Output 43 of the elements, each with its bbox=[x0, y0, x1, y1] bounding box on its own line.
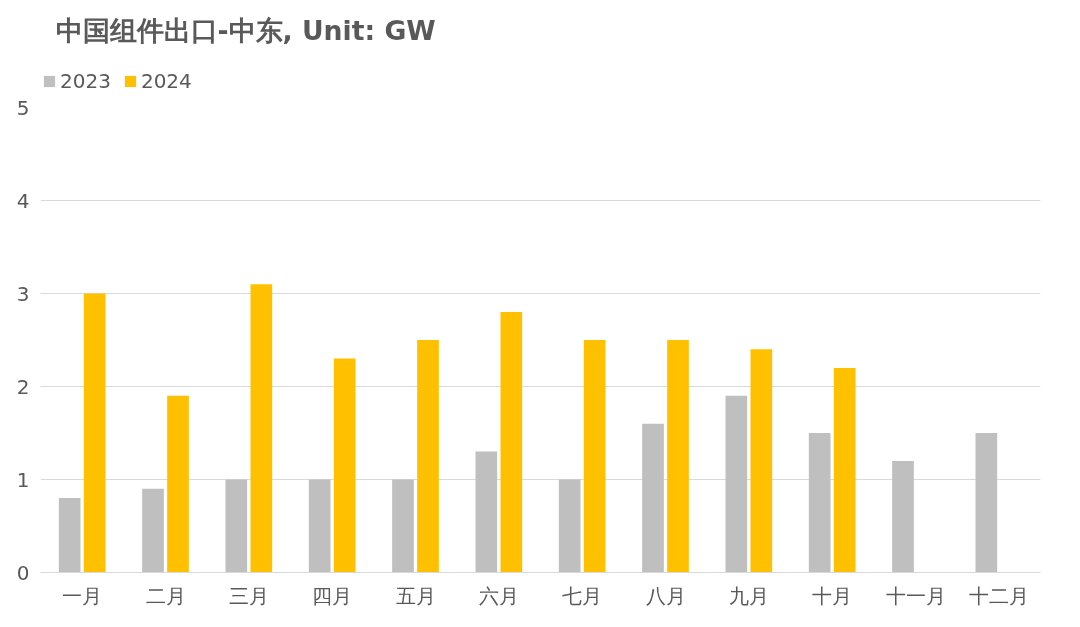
x-tick-label: 一月 bbox=[62, 583, 103, 608]
bar bbox=[142, 488, 164, 573]
bar bbox=[58, 498, 81, 573]
y-tick-label: 1 bbox=[16, 467, 30, 492]
bar bbox=[558, 479, 581, 573]
bar bbox=[583, 340, 606, 573]
bar bbox=[225, 479, 248, 573]
bar bbox=[250, 284, 273, 573]
x-tick-label: 七月 bbox=[562, 583, 603, 608]
bar bbox=[975, 433, 998, 573]
chart-title: 中国组件出口-中东, Unit: GW bbox=[55, 14, 436, 46]
bar bbox=[642, 423, 664, 573]
x-tick-label: 十一月 bbox=[885, 583, 946, 608]
bar bbox=[333, 358, 356, 573]
bar bbox=[475, 451, 498, 573]
bar bbox=[725, 395, 748, 573]
y-tick-label: 4 bbox=[16, 188, 30, 213]
bar bbox=[667, 340, 689, 573]
x-tick-label: 二月 bbox=[145, 583, 186, 608]
y-tick-label: 2 bbox=[16, 374, 30, 399]
bar bbox=[417, 340, 439, 573]
x-tick-label: 十二月 bbox=[968, 583, 1029, 608]
y-tick-label: 3 bbox=[16, 281, 30, 306]
legend-label: 2023 bbox=[60, 69, 111, 93]
x-tick-label: 六月 bbox=[478, 583, 519, 608]
x-tick-label: 三月 bbox=[228, 583, 269, 608]
bar bbox=[750, 349, 773, 573]
x-tick-label: 四月 bbox=[312, 583, 353, 608]
bar bbox=[392, 479, 414, 573]
legend-label: 2024 bbox=[140, 69, 192, 93]
x-tick-label: 九月 bbox=[728, 583, 769, 608]
bar bbox=[308, 479, 331, 573]
x-tick-label: 十月 bbox=[812, 583, 853, 608]
bar bbox=[892, 460, 914, 573]
y-tick-label: 5 bbox=[16, 95, 30, 120]
bar bbox=[167, 395, 189, 573]
bar bbox=[83, 293, 106, 573]
y-tick-label: 0 bbox=[16, 560, 30, 585]
bar bbox=[500, 312, 523, 573]
x-tick-label: 八月 bbox=[645, 583, 686, 608]
bar bbox=[808, 433, 831, 573]
bar bbox=[833, 367, 856, 573]
x-tick-label: 五月 bbox=[395, 583, 436, 608]
